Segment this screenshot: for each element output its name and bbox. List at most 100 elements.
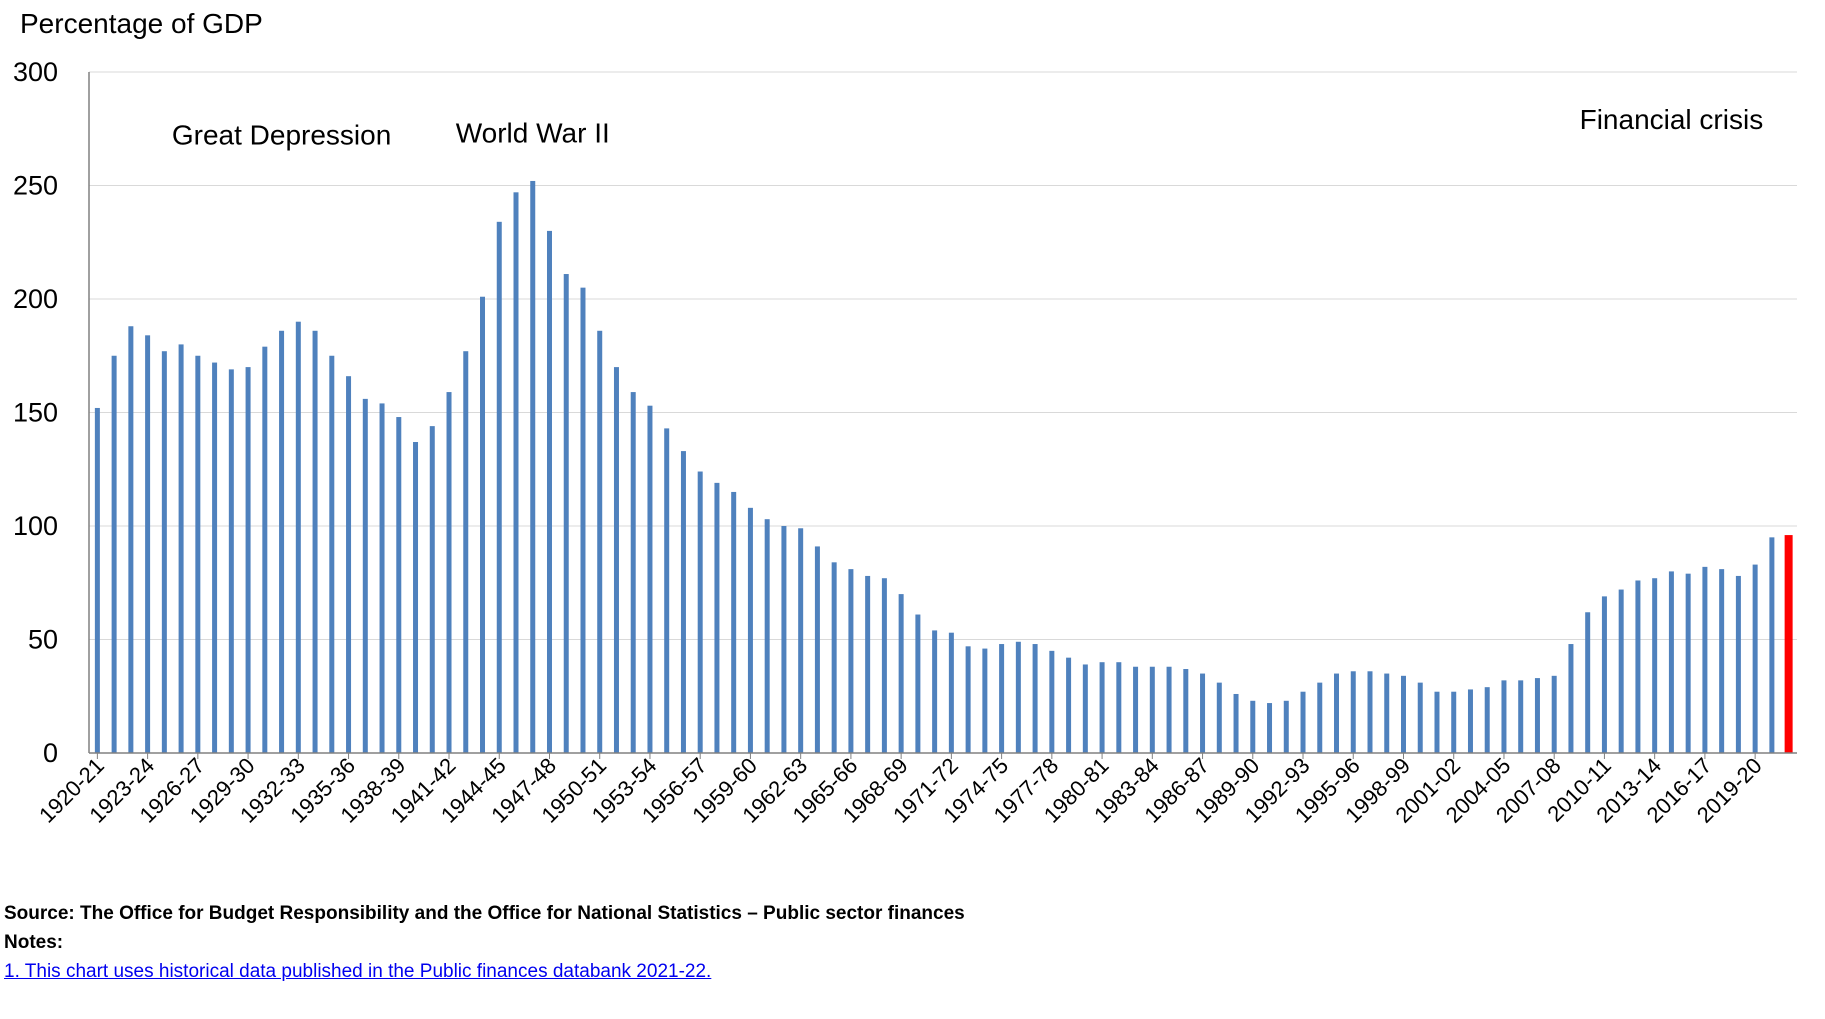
bar-1994-95	[1334, 673, 1340, 753]
bars	[94, 180, 1793, 753]
bar-2013-14	[1652, 578, 1658, 753]
bar-1940-41	[429, 426, 435, 753]
bar-1988-89	[1233, 693, 1239, 753]
bar-2008-09	[1568, 644, 1574, 753]
debt-chart: 0 50 100 150 200 250 300 1920-211923-241926-27…	[13, 57, 1797, 828]
y-tick-label: 50	[28, 625, 58, 655]
bar-1993-94	[1317, 682, 1323, 753]
bar-1984-85	[1166, 666, 1172, 753]
bar-2015-16	[1685, 573, 1691, 753]
bar-1999-00	[1417, 682, 1423, 753]
bar-1991-92	[1283, 700, 1289, 753]
bar-1954-55	[664, 428, 670, 753]
bar-1930-31	[262, 346, 268, 753]
bar-1971-72	[948, 632, 954, 753]
bar-1975-76	[1015, 641, 1021, 753]
bar-1970-71	[932, 630, 938, 753]
bar-1978-79	[1066, 657, 1072, 753]
bar-2002-03	[1467, 689, 1473, 753]
bar-2007-08	[1551, 675, 1557, 753]
bar-1995-96	[1350, 671, 1356, 753]
x-tick-labels: 1920-211923-241926-271929-301932-331935-…	[34, 753, 1767, 828]
bar-1936-37	[362, 398, 368, 753]
bar-1987-88	[1216, 682, 1222, 753]
y-tick-label: 300	[13, 57, 58, 87]
bar-1965-66	[848, 569, 854, 753]
bar-1937-38	[379, 403, 385, 753]
bar-1982-83	[1133, 666, 1139, 753]
annotation-label: World War II	[456, 117, 610, 148]
bar-1949-50	[580, 287, 586, 753]
bar-1961-62	[781, 526, 787, 753]
gridlines	[89, 71, 1797, 640]
bar-1983-84	[1149, 666, 1155, 753]
bar-1968-69	[898, 594, 904, 753]
bar-1960-61	[764, 519, 770, 753]
bar-1985-86	[1183, 669, 1189, 753]
bar-2012-13	[1635, 580, 1641, 753]
bar-1959-60	[747, 507, 753, 753]
bar-2011-12	[1618, 589, 1624, 753]
bar-2016-17	[1702, 566, 1708, 753]
annotations: Great Depression World War II Financial cr…	[172, 104, 1763, 151]
bar-2009-10	[1585, 612, 1591, 753]
note-1-link[interactable]: 1. This chart uses historical data publi…	[4, 961, 712, 982]
bar-1973-74	[982, 648, 988, 753]
bar-2003-04	[1484, 687, 1490, 753]
bar-1997-98	[1384, 673, 1390, 753]
y-axis-title: Percentage of GDP	[20, 8, 263, 39]
bar-1931-32	[279, 330, 285, 753]
bar-1964-65	[831, 562, 837, 753]
bar-1927-28	[212, 362, 218, 753]
annotation-label: Great Depression	[172, 120, 391, 151]
bar-1974-75	[999, 644, 1005, 753]
bar-1958-59	[731, 491, 737, 753]
bar-1963-64	[814, 546, 820, 753]
bar-1942-43	[463, 351, 469, 753]
bar-1928-29	[228, 369, 234, 753]
bar-1969-70	[915, 614, 921, 753]
bar-1932-33	[295, 321, 301, 753]
y-tick-label: 100	[13, 511, 58, 541]
bar-1944-45	[496, 221, 502, 753]
bar-1933-34	[312, 330, 318, 753]
notes-heading: Notes:	[4, 932, 64, 953]
bar-1935-36	[346, 376, 352, 753]
bar-1934-35	[329, 355, 335, 753]
bar-1979-80	[1082, 664, 1088, 753]
bar-1998-99	[1400, 675, 1406, 753]
bar-1946-47	[530, 180, 536, 753]
bar-2004-05	[1501, 680, 1507, 753]
bar-1943-44	[480, 296, 486, 753]
bar-1951-52	[613, 367, 619, 753]
bar-1996-97	[1367, 671, 1373, 753]
bar-1986-87	[1200, 673, 1206, 753]
bar-2017-18	[1719, 569, 1725, 753]
bar-2018-19	[1735, 575, 1741, 753]
bar-2019-20	[1752, 564, 1758, 753]
bar-1962-63	[798, 528, 804, 753]
bar-1921-22	[111, 355, 117, 753]
bar-1966-67	[865, 575, 871, 753]
bar-1945-46	[513, 192, 519, 753]
bar-1938-39	[396, 417, 402, 753]
y-tick-label: 250	[13, 171, 58, 201]
bar-1956-57	[697, 471, 703, 753]
bar-1947-48	[546, 230, 552, 753]
axes	[88, 72, 1797, 759]
bar-2001-02	[1451, 691, 1457, 753]
bar-2021-22	[1784, 535, 1793, 753]
bar-1992-93	[1300, 691, 1306, 753]
bar-1923-24	[145, 335, 151, 753]
bar-1941-42	[446, 392, 452, 753]
bar-1957-58	[714, 482, 720, 753]
y-tick-label: 200	[13, 284, 58, 314]
y-tick-labels: 0 50 100 150 200 250 300	[13, 57, 58, 768]
bar-2020-21	[1769, 537, 1775, 753]
y-tick-label: 0	[43, 738, 58, 768]
bar-1924-25	[161, 351, 167, 753]
bar-1981-82	[1116, 662, 1122, 753]
bar-1950-51	[597, 330, 603, 753]
bar-1990-91	[1267, 703, 1273, 753]
bar-1953-54	[647, 405, 653, 753]
